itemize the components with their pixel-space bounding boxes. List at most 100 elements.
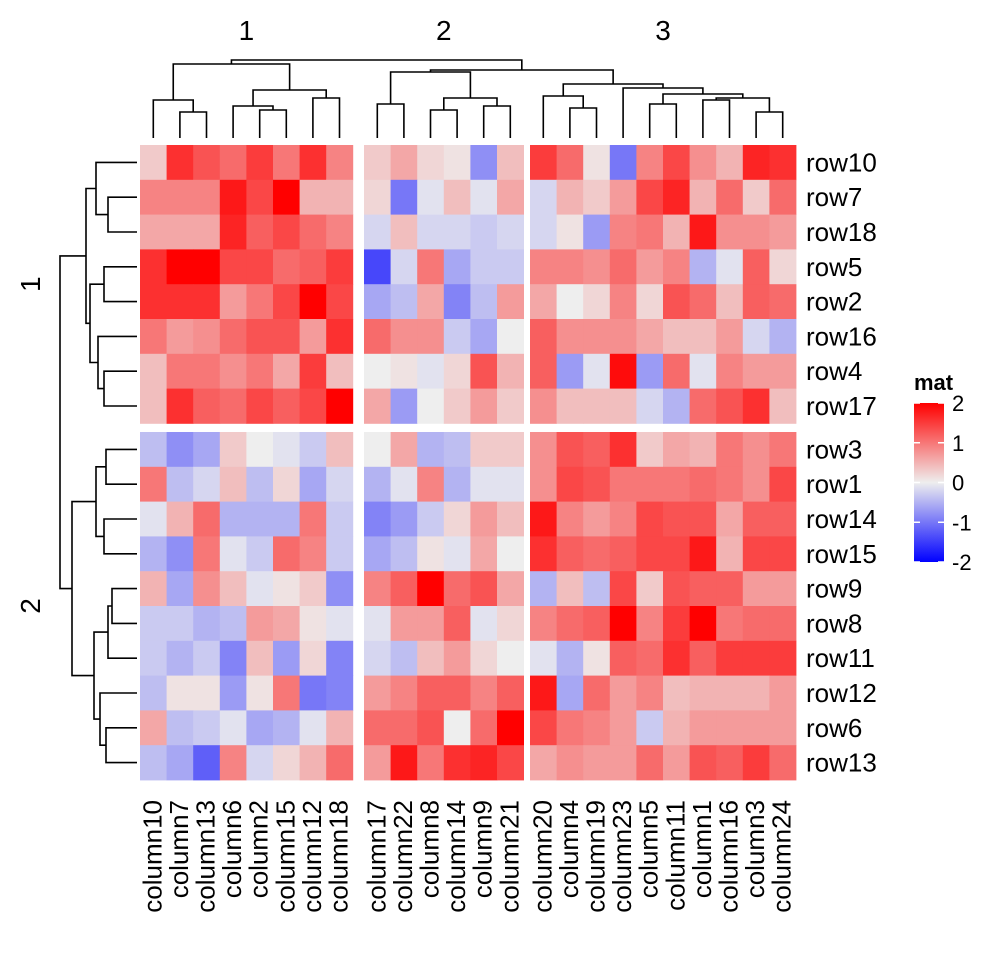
heatmap-cell	[716, 179, 744, 215]
heatmap-cell	[364, 388, 391, 424]
heatmap-cell	[364, 745, 391, 781]
heatmap-cell	[166, 675, 194, 711]
heatmap-cell	[583, 606, 611, 642]
heatmap-cell	[716, 353, 744, 389]
heatmap-cell	[326, 640, 354, 676]
heatmap-cell	[417, 710, 445, 746]
heatmap-cell	[140, 501, 167, 537]
heatmap-cell	[246, 388, 274, 424]
heatmap-cell	[769, 319, 797, 355]
heatmap-cell	[390, 571, 418, 607]
heatmap-cell	[193, 249, 221, 285]
heatmap-cell	[273, 466, 300, 502]
column-label: column12	[297, 800, 327, 913]
heatmap-cell	[470, 571, 498, 607]
heatmap-cell	[273, 284, 300, 320]
heatmap-cell	[769, 388, 797, 424]
row-label: row11	[806, 643, 875, 673]
column-label: column23	[607, 800, 637, 913]
heatmap-cell	[166, 388, 194, 424]
column-label: column17	[361, 800, 391, 913]
heatmap-cell	[246, 319, 274, 355]
heatmap-cell	[583, 145, 611, 181]
heatmap-cell	[497, 388, 524, 424]
heatmap-cell	[166, 536, 194, 572]
heatmap-cell	[140, 388, 167, 424]
heatmap-cell	[443, 145, 471, 181]
heatmap-cell	[470, 501, 498, 537]
column-label: column15	[270, 800, 300, 913]
heatmap-cell	[390, 745, 418, 781]
heatmap-cell	[663, 432, 690, 468]
heatmap-cell	[716, 571, 744, 607]
heatmap-cell	[140, 606, 167, 642]
heatmap-cell	[246, 284, 274, 320]
heatmap-cell	[497, 640, 524, 676]
heatmap-cell	[326, 432, 354, 468]
heatmap-cell	[583, 536, 611, 572]
heatmap-cell	[364, 319, 391, 355]
heatmap-cell	[497, 501, 524, 537]
heatmap-cell	[689, 606, 717, 642]
heatmap-cell	[299, 710, 327, 746]
heatmap-cell	[583, 571, 611, 607]
heatmap-cell	[219, 640, 247, 676]
heatmap-cell	[273, 249, 300, 285]
heatmap-cell	[390, 640, 418, 676]
heatmap-cell	[583, 319, 611, 355]
heatmap-cell	[443, 536, 471, 572]
heatmap-cell	[663, 145, 690, 181]
heatmap-cell	[273, 606, 300, 642]
row-dendrogram	[59, 161, 137, 764]
heatmap-cell	[299, 536, 327, 572]
heatmap-cell	[219, 606, 247, 642]
heatmap-cell	[530, 710, 557, 746]
heatmap-cell	[443, 432, 471, 468]
heatmap-cell	[299, 145, 327, 181]
heatmap-cell	[556, 179, 584, 215]
heatmap-cell	[443, 214, 471, 250]
heatmap-cell	[769, 536, 797, 572]
heatmap-cell	[689, 319, 717, 355]
heatmap-cell	[556, 745, 584, 781]
heatmap-cell	[326, 214, 354, 250]
heatmap-cell	[583, 388, 611, 424]
heatmap-cell	[769, 249, 797, 285]
heatmap-cell	[193, 606, 221, 642]
heatmap-cell	[636, 571, 664, 607]
heatmap-cell	[609, 675, 637, 711]
column-label: column16	[714, 800, 744, 913]
heatmap-cell	[417, 179, 445, 215]
column-labels: column10column7column13column6column2col…	[137, 800, 796, 913]
heatmap-cell	[769, 353, 797, 389]
heatmap-cell	[556, 432, 584, 468]
heatmap-cell	[769, 640, 797, 676]
heatmap-cell	[193, 536, 221, 572]
heatmap-cell	[443, 179, 471, 215]
heatmap-cell	[390, 353, 418, 389]
heatmap-cell	[193, 214, 221, 250]
heatmap-cell	[299, 179, 327, 215]
heatmap-cell	[443, 745, 471, 781]
heatmap-cell	[390, 179, 418, 215]
heatmap-cell	[530, 249, 557, 285]
heatmap-cell	[166, 249, 194, 285]
heatmap-cell	[769, 745, 797, 781]
heatmap-cell	[636, 536, 664, 572]
heatmap-cell	[530, 606, 557, 642]
heatmap-cell	[166, 319, 194, 355]
heatmap-cell	[689, 353, 717, 389]
heatmap-cell	[583, 675, 611, 711]
heatmap-cell	[556, 640, 584, 676]
heatmap-cell	[663, 745, 690, 781]
heatmap-cell	[326, 536, 354, 572]
heatmap-cell	[716, 145, 744, 181]
heatmap-cell	[193, 179, 221, 215]
heatmap-cell	[716, 432, 744, 468]
heatmap-cell	[716, 536, 744, 572]
heatmap-cell	[326, 284, 354, 320]
heatmap-cell	[193, 466, 221, 502]
heatmap-cell	[556, 319, 584, 355]
heatmap-cell	[716, 319, 744, 355]
heatmap-cell	[497, 606, 524, 642]
